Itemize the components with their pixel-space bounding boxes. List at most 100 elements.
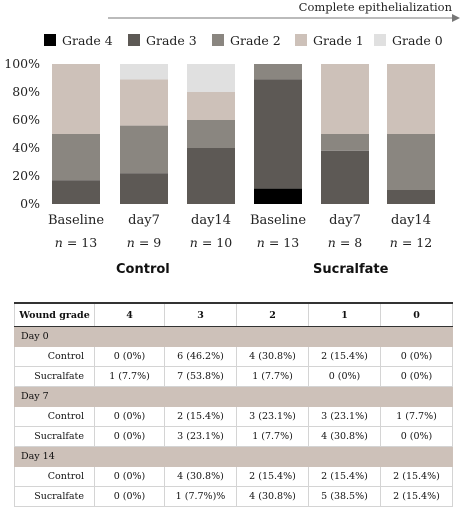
x-tick-label-1: day7: [128, 213, 160, 228]
bar-5-2: [387, 134, 435, 190]
table-row: Sucralfate 0 (0%) 1 (7.7%)% 4 (30.8%) 5 (38.…: [14, 486, 453, 507]
bar-4-1: [321, 150, 369, 204]
table-cell: 0 (0%): [94, 466, 165, 487]
bar-4-3: [321, 64, 369, 134]
table-cell: 0 (0%): [380, 346, 453, 367]
table-cell: 2 (15.4%): [380, 486, 453, 507]
table-cell: 0 (0%): [94, 486, 165, 507]
table-cell: 7 (53.8%): [164, 366, 237, 387]
table-header-2: 3: [164, 302, 237, 327]
bar-1-2: [120, 125, 168, 174]
bar-2-2: [187, 120, 235, 148]
n-label-2: n = 10: [190, 235, 232, 250]
bar-5-1: [387, 190, 435, 204]
chart-legend: Grade 4 Grade 3 Grade 2 Grade 1 Grade 0: [44, 33, 443, 48]
table-cell: 4 (30.8%): [236, 346, 309, 367]
y-axis: 0% 20% 40% 60% 80% 100%: [4, 56, 40, 211]
group-label-control: Control: [116, 262, 170, 277]
x-tick-label-3: Baseline: [250, 213, 306, 228]
table-cell: 5 (38.5%): [308, 486, 381, 507]
table-cell: 2 (15.4%): [308, 466, 381, 487]
table-cell: 1 (7.7%): [380, 406, 453, 427]
table-cell: 6 (46.2%): [164, 346, 237, 367]
table-cell: 0 (0%): [94, 346, 165, 367]
section-title: Day 14: [14, 446, 453, 467]
bar-2-4: [187, 64, 235, 92]
bar-0-2: [52, 134, 100, 181]
arrow-head: [452, 14, 460, 22]
table-cell: 4 (30.8%): [236, 486, 309, 507]
table-row: Control 0 (0%) 6 (46.2%) 4 (30.8%) 2 (15.4%)…: [14, 346, 453, 367]
section-title: Day 7: [14, 386, 453, 407]
row-label: Control: [14, 466, 95, 487]
table-section-row: Day 0: [14, 326, 453, 347]
legend-swatch-4: [374, 34, 386, 46]
bar-5-3: [387, 64, 435, 134]
table-section-row: Day 14: [14, 446, 453, 467]
y-tick-label-5: 100%: [4, 56, 40, 71]
row-label: Control: [14, 406, 95, 427]
bar-3-1: [254, 79, 302, 189]
table-row: Control 0 (0%) 4 (30.8%) 2 (15.4%) 2 (15.4%)…: [14, 466, 453, 487]
y-tick-label-4: 80%: [12, 84, 40, 99]
table-cell: 1 (7.7%): [236, 426, 309, 447]
table-row: Sucralfate 1 (7.7%) 7 (53.8%) 1 (7.7%) 0 (0%…: [14, 366, 453, 387]
table-cell: 0 (0%): [308, 366, 381, 387]
bar-1-1: [120, 173, 168, 204]
row-label: Sucralfate: [14, 426, 95, 447]
wound-grade-table: Wound grade 4 3 2 1 0 Day 0 Control 0 (0%) 6 (46…: [14, 302, 453, 507]
legend-swatch-1: [128, 34, 140, 46]
table-row: Control 0 (0%) 2 (15.4%) 3 (23.1%) 3 (23.1%)…: [14, 406, 453, 427]
legend-swatch-0: [44, 34, 56, 46]
group-label-sucralfate: Sucralfate: [313, 262, 389, 277]
table-cell: 0 (0%): [94, 426, 165, 447]
table-cell: 0 (0%): [380, 426, 453, 447]
table-header-3: 2: [236, 302, 309, 327]
y-tick-label-0: 0%: [20, 196, 40, 211]
table-row: Sucralfate 0 (0%) 3 (23.1%) 1 (7.7%) 4 (30.8…: [14, 426, 453, 447]
bar-0-1: [52, 180, 100, 204]
x-axis: Baseline n = 13 day7 n = 9 day14 n = 10 Baseli…: [48, 213, 432, 250]
n-label-0: n = 13: [55, 235, 97, 250]
table-cell: 0 (0%): [380, 366, 453, 387]
table-cell: 2 (15.4%): [380, 466, 453, 487]
n-label-4: n = 8: [328, 235, 362, 250]
table-cell: 2 (15.4%): [308, 346, 381, 367]
legend-swatch-2: [212, 34, 224, 46]
table-header-1: 4: [94, 302, 165, 327]
legend-label-1: Grade 3: [146, 33, 197, 48]
bar-2-3: [187, 92, 235, 120]
n-label-1: n = 9: [127, 235, 161, 250]
bar-2-1: [187, 148, 235, 204]
table-cell: 2 (15.4%): [236, 466, 309, 487]
legend-label-2: Grade 2: [230, 33, 281, 48]
y-tick-label-3: 60%: [12, 112, 40, 127]
y-tick-label-2: 40%: [12, 140, 40, 155]
x-tick-label-0: Baseline: [48, 213, 104, 228]
bar-3-0: [254, 188, 302, 204]
bar-4-2: [321, 134, 369, 151]
bars: [52, 64, 435, 204]
table-cell: 3 (23.1%): [236, 406, 309, 427]
table-body: Day 0 Control 0 (0%) 6 (46.2%) 4 (30.8%) 2 (1…: [14, 326, 453, 507]
table-header-4: 1: [308, 302, 381, 327]
arrow-label: Complete epithelialization: [299, 0, 453, 14]
legend-swatch-3: [295, 34, 307, 46]
row-label: Control: [14, 346, 95, 367]
stacked-bar-chart: Complete epithelialization Grade 4 Grade …: [4, 0, 460, 250]
table-cell: 0 (0%): [94, 406, 165, 427]
table-cell: 1 (7.7%): [94, 366, 165, 387]
legend-label-0: Grade 4: [62, 33, 113, 48]
row-label: Sucralfate: [14, 486, 95, 507]
table-cell: 3 (23.1%): [308, 406, 381, 427]
x-tick-label-2: day14: [191, 213, 231, 228]
table-cell: 4 (30.8%): [308, 426, 381, 447]
n-label-3: n = 13: [257, 235, 299, 250]
bar-3-2: [254, 64, 302, 80]
table-cell: 2 (15.4%): [164, 406, 237, 427]
table-section-row: Day 7: [14, 386, 453, 407]
y-tick-label-1: 20%: [12, 168, 40, 183]
n-label-5: n = 12: [390, 235, 432, 250]
table-cell: 1 (7.7%): [236, 366, 309, 387]
bar-0-3: [52, 64, 100, 134]
